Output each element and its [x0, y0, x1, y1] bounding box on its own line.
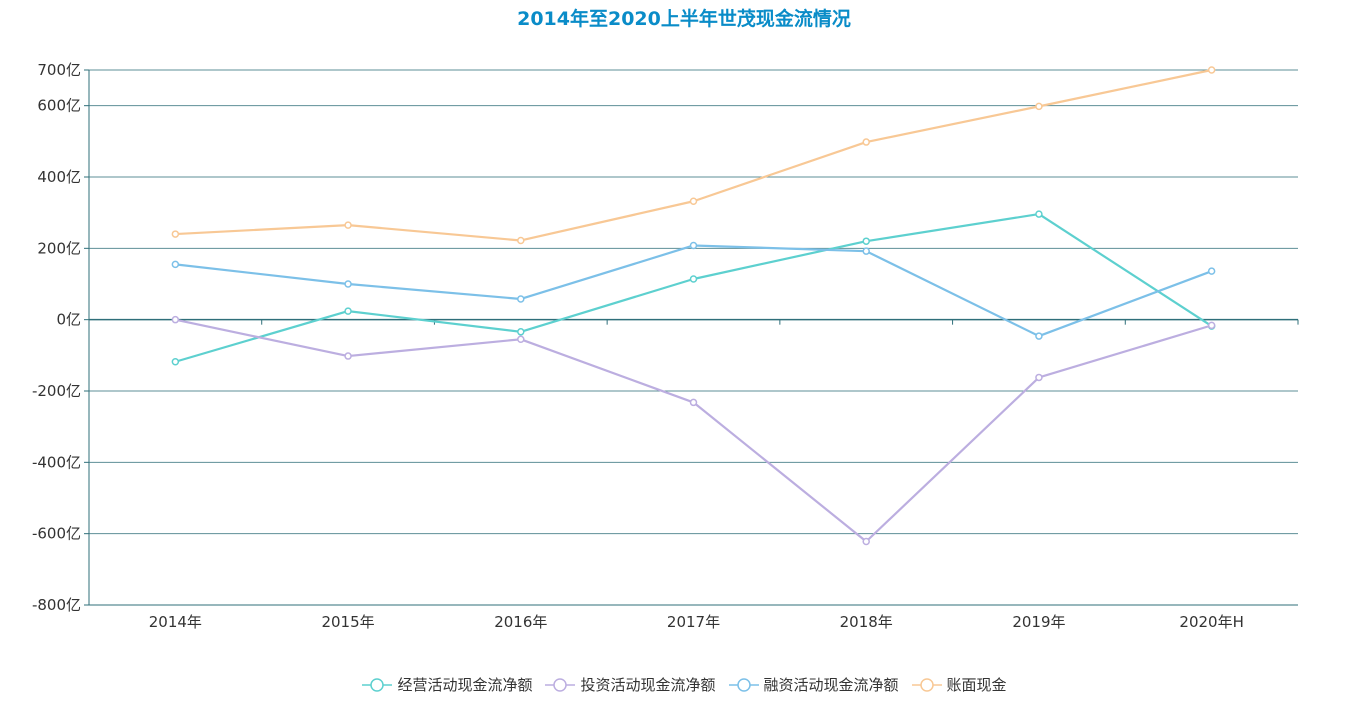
data-point[interactable]	[862, 247, 870, 255]
y-tick-label: 400亿	[37, 168, 81, 186]
legend-marker-icon	[911, 677, 942, 692]
data-point[interactable]	[1035, 373, 1043, 382]
data-point[interactable]	[517, 335, 525, 344]
data-point[interactable]	[517, 328, 525, 336]
legend-label: 账面现金	[946, 676, 1007, 694]
data-point[interactable]	[1035, 210, 1043, 218]
data-point[interactable]	[1035, 332, 1043, 340]
y-tick-label: -200亿	[32, 382, 81, 400]
data-point[interactable]	[1207, 267, 1216, 275]
legend-item[interactable]: 融资活动现金流净额	[728, 674, 899, 695]
series-line	[175, 212, 1213, 363]
legend-item[interactable]: 账面现金	[911, 674, 1007, 695]
x-tick-label: 2020年H	[1179, 613, 1243, 631]
legend-label: 投资活动现金流净额	[580, 676, 716, 694]
legend: 经营活动现金流净额 投资活动现金流净额 融资活动现金流净额 账面现金	[0, 674, 1368, 695]
x-tick-label: 2016年	[494, 613, 547, 631]
x-tick-label: 2019年	[1012, 613, 1065, 631]
y-tick-label: 0亿	[56, 311, 81, 329]
data-point[interactable]	[517, 295, 525, 303]
y-tick-label: 200亿	[37, 239, 81, 257]
y-tick-label: -400亿	[32, 453, 81, 471]
legend-marker-icon	[728, 677, 759, 692]
y-tick-label: -600亿	[32, 525, 81, 543]
data-point[interactable]	[689, 197, 698, 206]
data-point[interactable]	[517, 236, 525, 245]
data-point[interactable]	[344, 221, 352, 229]
data-point[interactable]	[344, 307, 352, 315]
data-point[interactable]	[1207, 321, 1216, 330]
data-point[interactable]	[689, 275, 698, 283]
series-line	[175, 68, 1212, 242]
legend-marker-icon	[362, 677, 393, 692]
y-tick-label: 700亿	[37, 61, 81, 79]
legend-marker-icon	[545, 677, 576, 692]
data-point[interactable]	[862, 537, 870, 546]
data-point[interactable]	[689, 398, 698, 407]
legend-label: 融资活动现金流净额	[763, 676, 899, 694]
series-line	[175, 318, 1212, 543]
x-tick-label: 2015年	[321, 613, 374, 631]
legend-item[interactable]: 投资活动现金流净额	[544, 674, 716, 695]
data-point[interactable]	[862, 138, 870, 146]
data-point[interactable]	[171, 230, 180, 238]
chart-title: 2014年至2020上半年世茂现金流情况	[517, 8, 851, 30]
legend-label: 经营活动现金流净额	[397, 676, 533, 694]
data-point[interactable]	[344, 280, 352, 288]
data-point[interactable]	[1035, 102, 1043, 111]
y-tick-label: -800亿	[32, 596, 81, 614]
x-tick-label: 2018年	[840, 613, 893, 631]
data-point[interactable]	[171, 260, 180, 269]
y-tick-label: 600亿	[37, 97, 81, 115]
data-point[interactable]	[689, 241, 698, 250]
legend-item[interactable]: 经营活动现金流净额	[361, 674, 532, 695]
data-point[interactable]	[344, 352, 352, 360]
data-point[interactable]	[862, 237, 870, 245]
data-point[interactable]	[171, 315, 180, 324]
series-line	[175, 244, 1213, 338]
x-tick-label: 2014年	[149, 613, 202, 631]
data-point[interactable]	[1207, 66, 1216, 74]
data-point[interactable]	[171, 358, 180, 366]
x-tick-label: 2017年	[667, 613, 720, 631]
